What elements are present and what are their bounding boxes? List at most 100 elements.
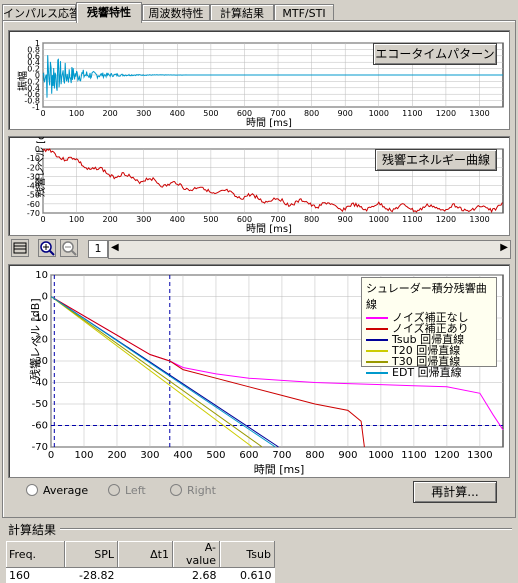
x-tick-label: 0	[40, 109, 45, 118]
y-tick-label: -60	[32, 421, 48, 432]
energy-xlabel: 時間 [ms]	[246, 223, 292, 235]
header-spl[interactable]: SPL	[65, 541, 118, 568]
x-tick-label: 400	[170, 215, 185, 224]
x-tick-label: 200	[107, 450, 126, 461]
radio-average[interactable]: Average	[26, 484, 88, 497]
x-tick-label: 1100	[401, 450, 426, 461]
x-tick-label: 500	[206, 450, 225, 461]
x-tick-label: 800	[304, 215, 319, 224]
chart-view-icon[interactable]	[11, 239, 29, 257]
header-freq[interactable]: Freq.	[6, 541, 65, 568]
x-tick-label: 100	[69, 215, 84, 224]
x-tick-label: 200	[103, 215, 118, 224]
legend-swatch	[366, 361, 388, 363]
cell-spl: -28.82	[65, 568, 118, 583]
radio-left-label: Left	[125, 484, 146, 497]
y-tick-label: -70	[32, 442, 48, 453]
y-tick-label: -70	[27, 209, 40, 218]
x-tick-label: 300	[136, 109, 151, 118]
x-tick-label: 1200	[436, 109, 456, 118]
radio-right[interactable]: Right	[170, 484, 216, 497]
cell-avalue: 2.68	[173, 568, 220, 583]
results-table: Freq. SPL Δt1 A-value Tsub 160 -28.82 2.…	[6, 541, 275, 583]
x-tick-label: 600	[237, 215, 252, 224]
y-tick-label: -50	[32, 399, 48, 410]
recalculate-button[interactable]: 再計算...	[413, 481, 497, 503]
x-tick-label: 1200	[436, 215, 456, 224]
radio-right-label: Right	[187, 484, 216, 497]
x-tick-label: 300	[136, 215, 151, 224]
results-header-row: Freq. SPL Δt1 A-value Tsub	[6, 541, 275, 568]
legend-swatch	[366, 339, 388, 341]
x-tick-label: 500	[203, 215, 218, 224]
decay-xlabel: 時間 [ms]	[254, 463, 305, 476]
table-row[interactable]: 160 -28.82 2.68 0.610	[6, 568, 275, 583]
x-tick-label: 200	[103, 109, 118, 118]
x-tick-label: 400	[170, 109, 185, 118]
legend-swatch	[366, 372, 388, 374]
x-tick-label: 1300	[469, 215, 489, 224]
energy-curve-button[interactable]: 残響エネルギー曲線	[375, 149, 497, 171]
page-number-box[interactable]: 1	[88, 240, 108, 258]
x-tick-label: 600	[239, 450, 258, 461]
y-tick-label: -1	[32, 103, 40, 112]
x-tick-label: 900	[338, 450, 357, 461]
x-tick-label: 900	[338, 109, 353, 118]
x-tick-label: 1000	[369, 215, 389, 224]
legend-swatch	[366, 317, 388, 319]
results-section-label: 計算結果	[8, 521, 56, 538]
x-tick-label: 1000	[369, 109, 389, 118]
energy-ylabel: 残響レベル [dB]	[34, 137, 47, 197]
header-dt1[interactable]: Δt1	[118, 541, 173, 568]
cell-freq: 160	[6, 568, 65, 583]
x-tick-label: 300	[140, 450, 159, 461]
horizontal-scrollbar[interactable]: ◀ ▶	[108, 240, 511, 259]
x-tick-label: 700	[272, 450, 291, 461]
y-tick-label: 0	[42, 292, 48, 303]
radio-average-label: Average	[43, 484, 88, 497]
x-tick-label: 100	[69, 109, 84, 118]
x-tick-label: 1300	[467, 450, 492, 461]
decay-ylabel: 残響レベル [dB]	[28, 298, 42, 380]
y-tick-label: 10	[35, 270, 48, 281]
x-tick-label: 1000	[368, 450, 393, 461]
header-avalue[interactable]: A-value	[173, 541, 220, 568]
scroll-right-icon[interactable]: ▶	[500, 242, 508, 253]
x-tick-label: 800	[304, 109, 319, 118]
x-tick-label: 1200	[434, 450, 459, 461]
echo-pattern-button[interactable]: エコータイムパターン	[373, 43, 497, 65]
x-tick-label: 700	[270, 215, 285, 224]
x-tick-label: 400	[173, 450, 192, 461]
header-tsub[interactable]: Tsub	[220, 541, 275, 568]
legend-title: シュレーダー積分残響曲線	[366, 280, 492, 312]
x-tick-label: 700	[270, 109, 285, 118]
legend-swatch	[366, 350, 388, 352]
legend-label: EDT 回帰直線	[392, 367, 462, 378]
x-tick-label: 100	[74, 450, 93, 461]
tab-reverberation[interactable]: 残響特性	[76, 2, 142, 23]
x-tick-label: 1100	[402, 215, 422, 224]
cell-dt1	[118, 568, 173, 583]
cell-tsub: 0.610	[220, 568, 275, 583]
y-tick-label: -60	[27, 200, 40, 209]
x-tick-label: 800	[305, 450, 324, 461]
x-tick-label: 500	[203, 109, 218, 118]
x-tick-label: 1300	[469, 109, 489, 118]
zoom-out-icon[interactable]	[60, 239, 78, 257]
radio-left[interactable]: Left	[108, 484, 146, 497]
x-tick-label: 900	[338, 215, 353, 224]
zoom-in-icon[interactable]	[38, 239, 56, 257]
legend-swatch	[366, 328, 388, 330]
x-tick-label: 0	[48, 450, 54, 461]
x-tick-label: 1100	[402, 109, 422, 118]
echo-xlabel: 時間 [ms]	[246, 117, 292, 129]
scroll-left-icon[interactable]: ◀	[111, 242, 119, 253]
x-tick-label: 0	[40, 215, 45, 224]
results-divider	[60, 528, 512, 530]
legend-item: EDT 回帰直線	[366, 367, 492, 378]
echo-ylabel: 振幅	[16, 71, 29, 91]
